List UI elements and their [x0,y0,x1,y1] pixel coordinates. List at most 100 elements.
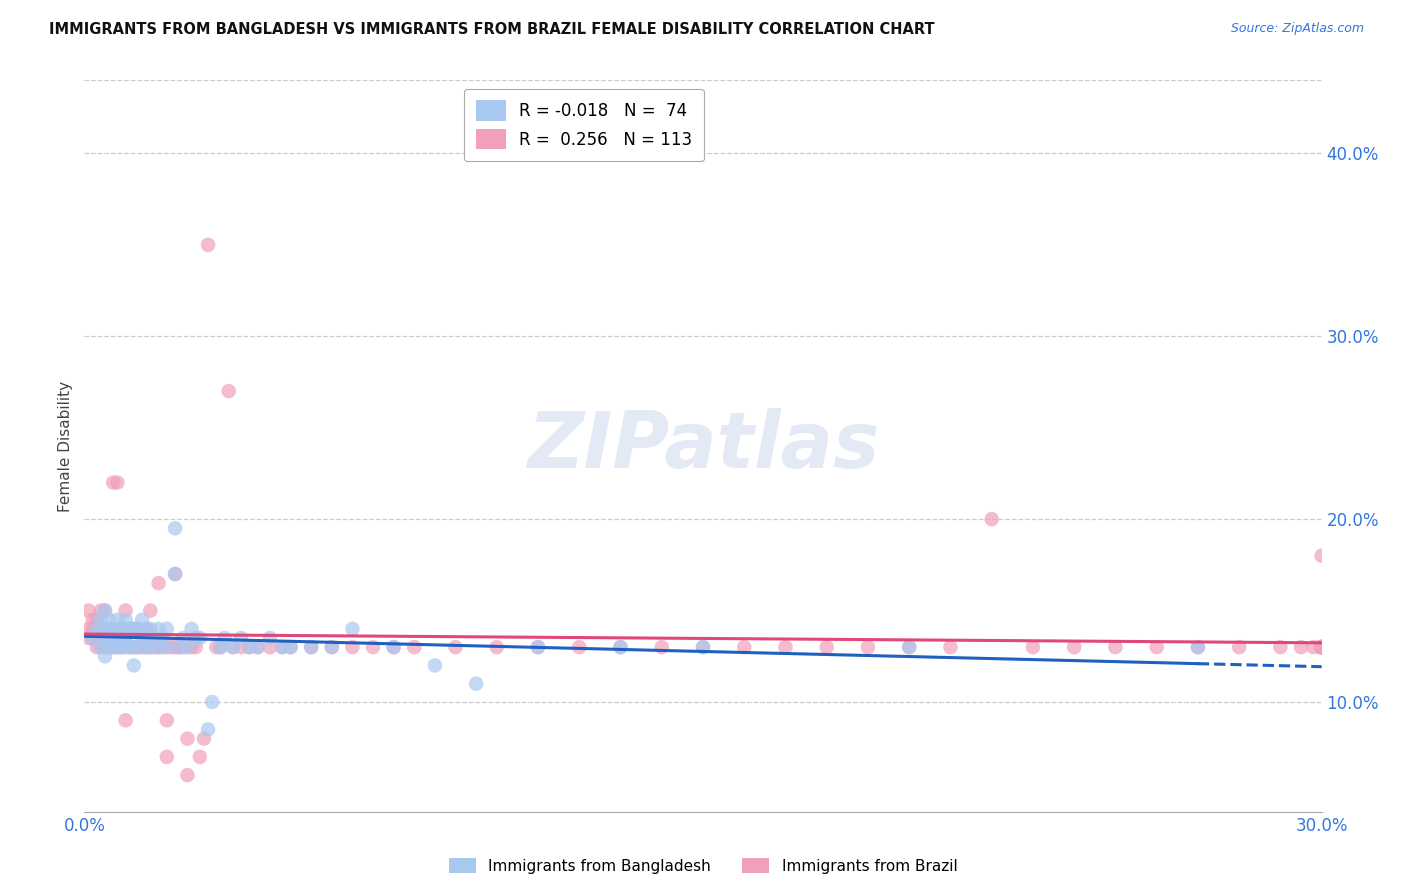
Point [103,631,125,645]
Point [86,640,108,655]
Point [98,613,121,627]
Point [342,640,364,655]
Point [1310,640,1333,655]
Point [271,640,294,655]
Point [197,723,219,737]
Point [382,640,405,655]
Point [1063,640,1085,655]
Point [172,640,194,655]
Point [86,622,108,636]
Point [105,622,128,636]
Point [180,622,202,636]
Point [1310,640,1333,655]
Point [229,631,252,645]
Point [114,603,136,617]
Point [165,567,187,582]
Point [122,640,145,655]
Point [271,640,294,655]
Point [1104,640,1126,655]
Point [188,631,211,645]
Point [90,603,112,617]
Point [201,695,224,709]
Point [148,640,170,655]
Point [485,640,508,655]
Point [238,640,260,655]
Point [1302,640,1324,655]
Point [122,640,145,655]
Point [114,714,136,728]
Point [1310,640,1333,655]
Point [1310,640,1333,655]
Point [172,631,194,645]
Point [143,631,166,645]
Point [246,640,269,655]
Point [135,622,157,636]
Point [609,640,631,655]
Point [568,640,591,655]
Point [131,613,153,627]
Point [176,768,198,782]
Point [131,640,153,655]
Point [205,640,228,655]
Point [775,640,797,655]
Point [527,640,550,655]
Point [94,649,117,664]
Point [280,640,302,655]
Point [118,640,141,655]
Point [1310,640,1333,655]
Point [118,640,141,655]
Point [1022,640,1045,655]
Point [165,521,187,535]
Point [90,622,112,636]
Point [98,640,121,655]
Point [139,622,162,636]
Point [188,749,211,764]
Point [160,640,183,655]
Point [86,631,108,645]
Point [404,640,426,655]
Point [110,622,132,636]
Text: IMMIGRANTS FROM BANGLADESH VS IMMIGRANTS FROM BRAZIL FEMALE DISABILITY CORRELATI: IMMIGRANTS FROM BANGLADESH VS IMMIGRANTS… [49,22,935,37]
Point [131,631,153,645]
Point [110,622,132,636]
Point [222,640,245,655]
Point [321,640,343,655]
Point [980,512,1002,526]
Point [180,640,202,655]
Point [167,640,190,655]
Point [152,640,174,655]
Point [692,640,714,655]
Point [1310,640,1333,655]
Point [156,714,179,728]
Point [259,631,281,645]
Point [423,658,446,673]
Point [127,640,149,655]
Point [114,640,136,655]
Point [1310,549,1333,563]
Point [184,631,207,645]
Point [299,640,322,655]
Point [209,640,232,655]
Point [1310,640,1333,655]
Point [118,622,141,636]
Point [1310,640,1333,655]
Point [114,613,136,627]
Point [127,622,149,636]
Point [77,622,100,636]
Point [114,631,136,645]
Point [176,640,198,655]
Point [127,622,149,636]
Point [609,640,631,655]
Point [184,640,207,655]
Point [692,640,714,655]
Point [321,640,343,655]
Point [733,640,755,655]
Point [465,676,488,690]
Point [193,731,215,746]
Point [148,622,170,636]
Point [222,640,245,655]
Point [82,631,104,645]
Point [382,640,405,655]
Point [110,640,132,655]
Point [1187,640,1209,655]
